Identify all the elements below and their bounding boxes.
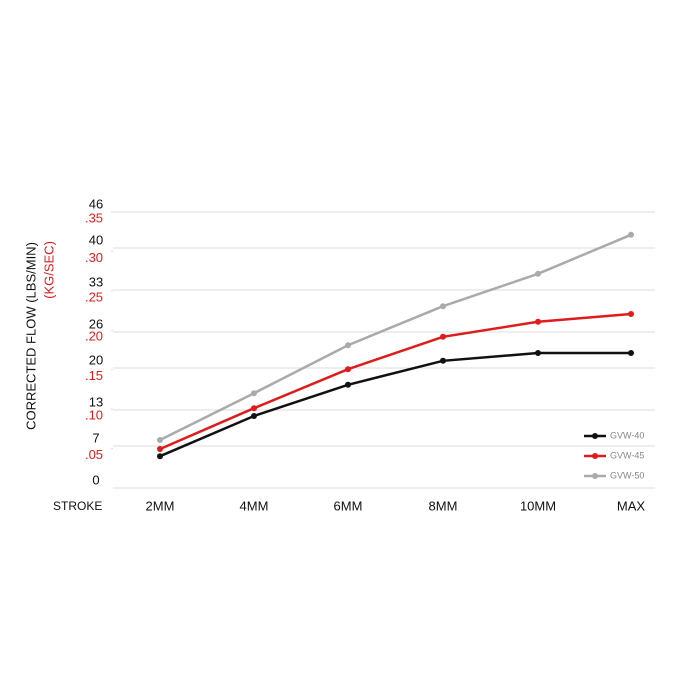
y2-tick-label: .30	[85, 250, 103, 265]
point	[628, 350, 634, 356]
point	[440, 333, 446, 340]
y-tick-label: 46	[89, 196, 103, 211]
point	[535, 270, 541, 277]
point	[535, 318, 541, 325]
x-tick-label: 4MM	[240, 498, 269, 513]
y2-tick-label: .10	[85, 408, 103, 423]
point	[628, 231, 634, 238]
y2-axis-label: (KG/SEC)	[41, 241, 56, 299]
y2-tick-label: .35	[85, 210, 103, 225]
legend-label: GVW-45	[610, 450, 644, 460]
point	[251, 413, 257, 419]
point	[440, 357, 446, 364]
x-axis-label: STROKE	[53, 499, 102, 513]
x-tick-label: MAX	[617, 498, 646, 513]
y-tick-label: 40	[89, 232, 103, 247]
legend-marker	[592, 473, 598, 479]
point	[440, 303, 446, 310]
y-axis-label: CORRECTED FLOW (LBS/MIN)	[23, 242, 38, 430]
legend-label: GVW-40	[610, 430, 644, 440]
x-tick-label: 8MM	[429, 498, 458, 513]
y2-tick-label: .05	[85, 447, 103, 462]
y-tick-label: 26	[89, 316, 103, 331]
x-tick-label: 2MM	[146, 498, 175, 513]
legend-label: GVW-50	[610, 470, 644, 480]
point	[345, 366, 351, 373]
point	[345, 381, 351, 388]
point	[535, 350, 541, 356]
y-tick-label: 7	[92, 430, 99, 445]
series-line	[159, 312, 632, 451]
legend-marker	[592, 453, 598, 459]
x-tick-label: 6MM	[334, 498, 363, 513]
point	[157, 446, 163, 452]
y2-tick-label: .20	[85, 329, 103, 344]
y2-tick-label: .15	[85, 368, 103, 383]
point	[251, 390, 257, 397]
y-tick-label: 0	[92, 472, 99, 487]
point	[157, 437, 163, 443]
y-tick-label: 13	[89, 394, 103, 409]
series-line	[159, 233, 632, 442]
point	[251, 405, 257, 412]
y-tick-label: 20	[89, 352, 103, 367]
series-line	[159, 351, 631, 458]
y-tick-label: 33	[89, 274, 103, 289]
point	[157, 453, 163, 460]
point	[345, 342, 351, 349]
x-tick-label: 10MM	[520, 498, 556, 513]
legend-marker	[592, 433, 598, 439]
y2-tick-label: .25	[85, 289, 103, 304]
point	[628, 311, 634, 317]
